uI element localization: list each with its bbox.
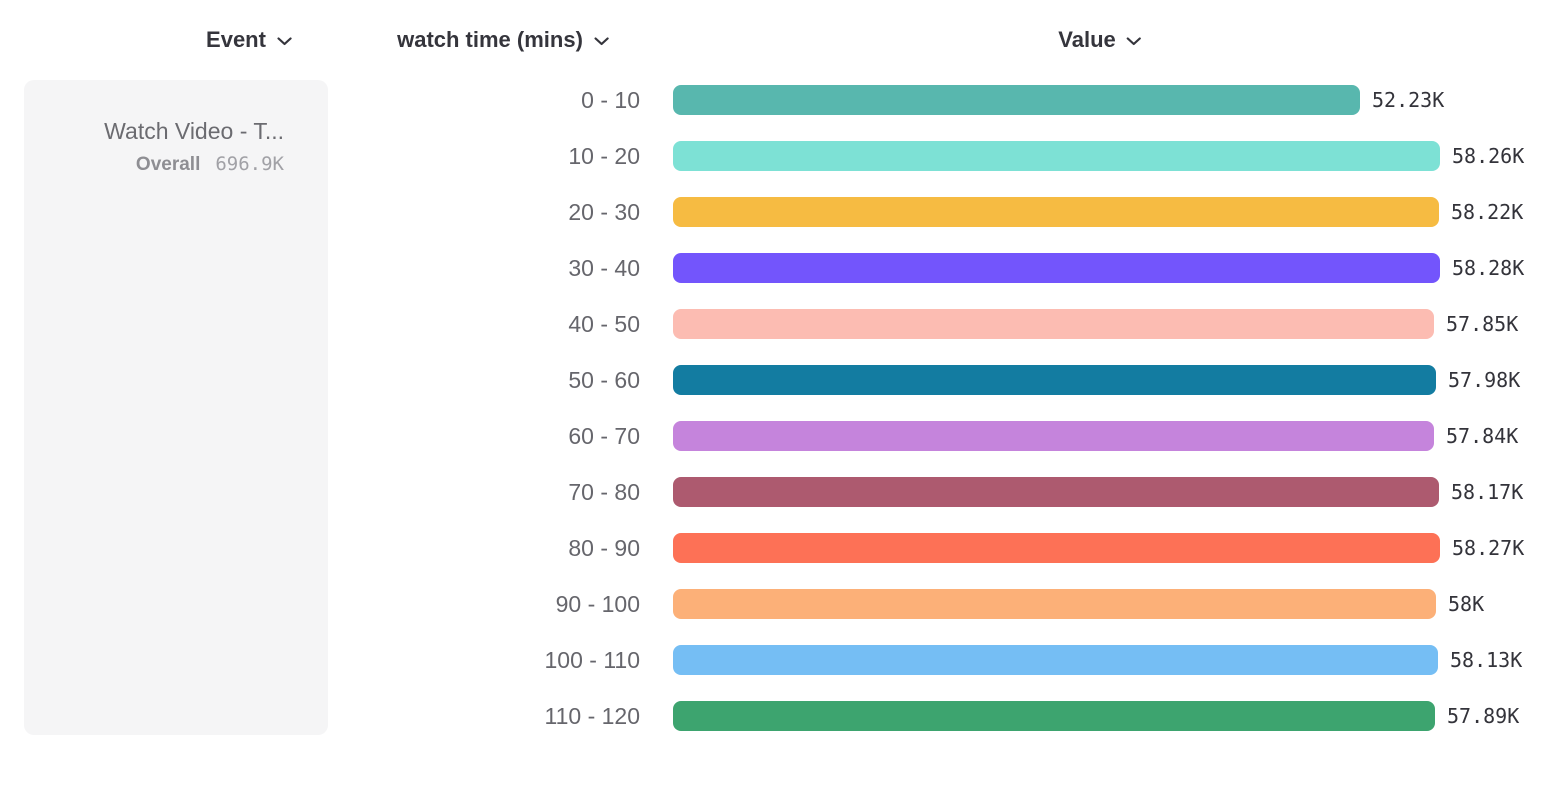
bar-value-label: 58.22K [1451,200,1524,224]
event-column-label: Event [206,27,266,52]
chart-row: 110 - 120 57.89K [0,701,1519,731]
overall-row: Overall 696.9K [44,153,284,176]
chart-row: 20 - 30 58.22K [0,197,1523,227]
bar-value-label: 57.85K [1446,312,1519,336]
bar-value-label: 57.89K [1447,704,1520,728]
bucket-label: 10 - 20 [568,143,640,169]
chart-row: 90 - 100 58K [0,589,1484,619]
chart-row: 100 - 110 58.13K [0,645,1522,675]
value-column-header[interactable]: Value [1058,27,1142,53]
bar[interactable] [673,197,1439,227]
bucket-label: 50 - 60 [568,367,640,393]
event-name: Watch Video - T... [104,118,284,144]
bar[interactable] [673,533,1440,563]
overall-value: 696.9K [215,153,284,175]
bar-value-label: 52.23K [1372,88,1445,112]
bar[interactable] [673,253,1440,283]
bucket-label: 80 - 90 [568,535,640,561]
bucket-label: 0 - 10 [581,87,640,113]
bar[interactable] [673,309,1434,339]
chart-row: 0 - 10 52.23K [0,85,1444,115]
bucket-label: 100 - 110 [544,647,640,673]
chart-row: 70 - 80 58.17K [0,477,1523,507]
bar[interactable] [673,589,1436,619]
bar-value-label: 57.98K [1448,368,1521,392]
bar-value-label: 58.26K [1452,144,1525,168]
watch-time-column-header[interactable]: watch time (mins) [397,27,609,53]
bucket-label: 70 - 80 [568,479,640,505]
event-legend-card[interactable]: Watch Video - T... Overall 696.9K [24,80,328,735]
chart-row: 50 - 60 57.98K [0,365,1520,395]
bucket-label: 20 - 30 [568,199,640,225]
bar[interactable] [673,365,1436,395]
bucket-label: 30 - 40 [568,255,640,281]
chart-row: 30 - 40 58.28K [0,253,1524,283]
bar[interactable] [673,477,1439,507]
chevron-down-icon [594,37,609,46]
bucket-label: 40 - 50 [568,311,640,337]
bar[interactable] [673,701,1435,731]
chart-row: 60 - 70 57.84K [0,421,1518,451]
chart-row: 10 - 20 58.26K [0,141,1524,171]
chevron-down-icon [277,37,292,46]
bar-value-label: 57.84K [1446,424,1519,448]
watch-time-column-label: watch time (mins) [397,27,583,52]
bar[interactable] [673,141,1440,171]
overall-label: Overall [135,154,201,175]
bar[interactable] [673,645,1438,675]
bucket-label: 90 - 100 [555,591,640,617]
bar-value-label: 58K [1448,592,1485,616]
chart-row: 80 - 90 58.27K [0,533,1524,563]
bar-value-label: 58.27K [1452,536,1525,560]
value-column-label: Value [1058,27,1116,52]
bucket-label: 60 - 70 [568,423,640,449]
bucket-label: 110 - 120 [544,703,640,729]
event-column-header[interactable]: Event [206,27,292,53]
event-legend-content: Watch Video - T... Overall 696.9K [24,80,328,176]
bar[interactable] [673,421,1434,451]
bar[interactable] [673,85,1360,115]
bar-value-label: 58.28K [1452,256,1525,280]
chevron-down-icon [1127,37,1142,46]
bar-value-label: 58.13K [1450,648,1523,672]
chart-row: 40 - 50 57.85K [0,309,1518,339]
bar-value-label: 58.17K [1451,480,1524,504]
